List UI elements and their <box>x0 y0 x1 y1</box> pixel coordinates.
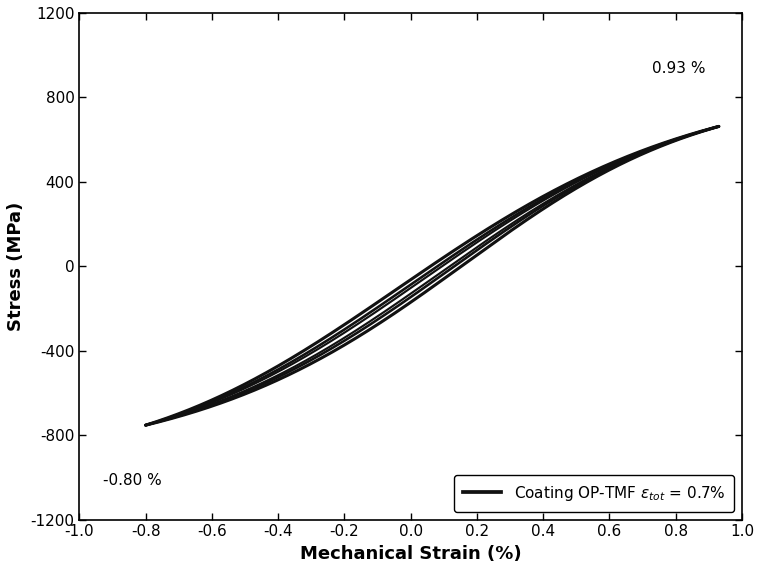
X-axis label: Mechanical Strain (%): Mechanical Strain (%) <box>300 545 521 563</box>
Y-axis label: Stress (MPa): Stress (MPa) <box>7 202 25 331</box>
Text: 0.93 %: 0.93 % <box>652 61 705 76</box>
Legend: Coating OP-TMF $\varepsilon_{tot}$ = 0.7%: Coating OP-TMF $\varepsilon_{tot}$ = 0.7… <box>454 475 734 512</box>
Text: -0.80 %: -0.80 % <box>103 473 162 488</box>
